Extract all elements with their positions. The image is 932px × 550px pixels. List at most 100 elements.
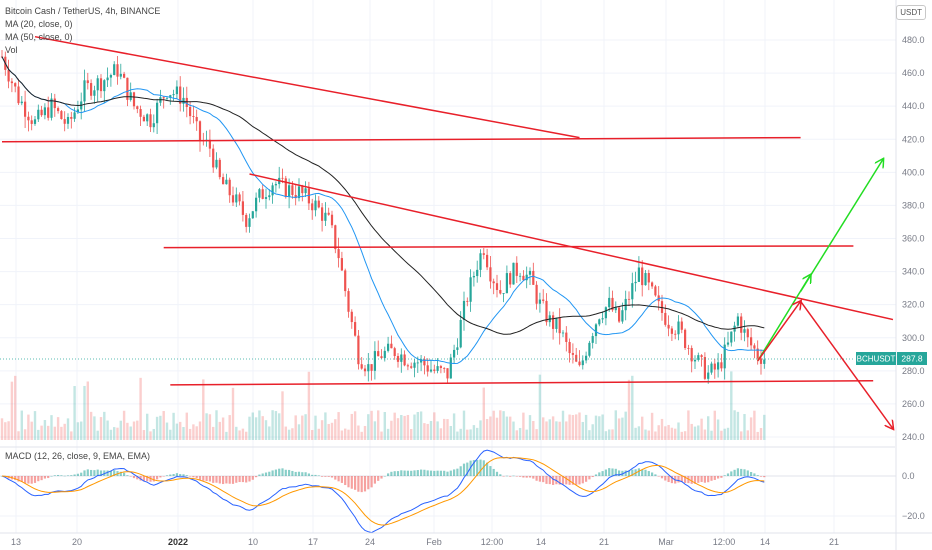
volume-bar xyxy=(278,413,281,440)
volume-bar xyxy=(654,431,657,440)
time-axis[interactable]: 13 20 2022 10 17 24 Feb 12:00 14 21 Mar 12:00 14 21 xyxy=(11,537,839,547)
candle-body xyxy=(624,298,627,311)
volume-bar xyxy=(271,410,274,440)
macd-histogram-bar xyxy=(291,470,294,476)
grid-lines xyxy=(0,0,896,533)
macd-histogram-bar xyxy=(60,475,63,476)
volume-bar xyxy=(238,430,241,440)
candle-body xyxy=(357,335,360,365)
symbol-title[interactable]: Bitcoin Cash / TetherUS, 4h, BINANCE xyxy=(5,6,161,16)
volume-bar xyxy=(169,429,172,440)
volume-bar xyxy=(235,426,238,440)
candle-body xyxy=(594,324,598,337)
candle-body xyxy=(736,316,739,326)
volume-bar xyxy=(324,412,327,440)
volume-bar xyxy=(258,410,261,440)
macd-histogram-bar xyxy=(449,470,452,476)
candle-body xyxy=(505,273,508,294)
volume-bar xyxy=(406,414,410,440)
candle-body xyxy=(462,300,466,320)
candle-body xyxy=(601,318,604,320)
candle-body xyxy=(195,117,198,122)
candle-body xyxy=(132,92,136,107)
volume-bar xyxy=(482,387,485,440)
candle-body xyxy=(152,123,155,128)
volume-bar xyxy=(416,412,419,440)
candle-body xyxy=(10,81,13,84)
macd-histogram-bar xyxy=(453,469,456,476)
candle-body xyxy=(284,178,287,198)
volume-bar xyxy=(436,421,439,440)
candle-body xyxy=(680,321,683,330)
candle-body xyxy=(420,359,423,363)
volume-bar xyxy=(532,421,535,440)
volume-bar xyxy=(268,426,271,440)
candle-body xyxy=(70,116,73,119)
volume-bar xyxy=(261,416,264,440)
volume-bar xyxy=(720,430,723,440)
macd-histogram-bar xyxy=(27,476,30,484)
candle-body xyxy=(720,362,723,369)
macd-histogram-bar xyxy=(248,476,251,482)
macd-histogram-bar xyxy=(33,476,37,483)
candle-body xyxy=(416,362,419,364)
candle-body xyxy=(466,300,469,302)
time-tick-label: 20 xyxy=(72,537,82,547)
macd-histogram-bar xyxy=(561,476,565,485)
macd-histogram-bar xyxy=(238,476,241,483)
volume-label[interactable]: Vol xyxy=(5,45,18,55)
candle-body xyxy=(248,218,251,227)
macd-histogram-bar xyxy=(330,476,334,478)
volume-bar xyxy=(568,414,571,440)
macd-histogram-bar xyxy=(344,476,347,486)
macd-histogram-bar xyxy=(20,476,23,482)
volume-bar xyxy=(472,425,476,440)
macd-histogram-bar xyxy=(443,470,446,476)
ma-20-line xyxy=(1,56,765,365)
macd-histogram-bar xyxy=(545,476,548,484)
candle-body xyxy=(581,360,584,366)
ma20-label[interactable]: MA (20, close, 0) xyxy=(5,19,73,29)
currency-button[interactable]: USDT xyxy=(896,5,926,20)
candle-body xyxy=(387,343,390,351)
candle-body xyxy=(717,362,720,370)
macd-histogram-bar xyxy=(66,475,70,476)
volume-bar xyxy=(594,415,598,440)
candle-body xyxy=(561,332,565,334)
volume-bar xyxy=(584,414,588,440)
volume-bar xyxy=(245,431,248,440)
macd-histogram-bar xyxy=(535,476,538,481)
candle-body xyxy=(436,366,439,371)
candle-body xyxy=(740,316,743,333)
macd-histogram-bar xyxy=(436,470,439,476)
volume-bar xyxy=(30,421,33,440)
macd-histogram-bar xyxy=(363,476,367,492)
macd-histogram-bar xyxy=(720,476,723,478)
macd-histogram-bar xyxy=(50,475,53,477)
price-axis[interactable]: 480.0 460.0 440.0 420.0 400.0 380.0 360.0 340.0… xyxy=(902,35,925,521)
candle-body xyxy=(317,200,320,208)
volume-bar xyxy=(363,425,367,440)
candle-body xyxy=(43,107,46,116)
volume-bar xyxy=(608,429,611,440)
macd-histogram-bar xyxy=(377,476,380,481)
candle-body xyxy=(571,353,574,355)
volume-bar xyxy=(228,415,231,440)
volume-bar xyxy=(317,428,320,440)
candle-body xyxy=(228,179,231,196)
macd-histogram-bar xyxy=(680,476,683,483)
volume-bar xyxy=(578,412,581,440)
macd-histogram-bar xyxy=(588,476,591,480)
candle-body xyxy=(136,106,139,110)
volume-bar xyxy=(617,418,621,440)
macd-histogram-bar xyxy=(47,476,50,479)
macd-label[interactable]: MACD (12, 26, close, 9, EMA, EMA) xyxy=(5,451,151,461)
candle-body xyxy=(37,109,40,120)
ma50-label[interactable]: MA (50, close, 0) xyxy=(5,32,73,42)
macd-histogram-bar xyxy=(99,470,103,476)
candle-body xyxy=(165,97,169,99)
macd-histogram-bar xyxy=(571,476,574,485)
macd-histogram-bar xyxy=(456,468,459,476)
macd-histogram-bar xyxy=(548,476,551,485)
